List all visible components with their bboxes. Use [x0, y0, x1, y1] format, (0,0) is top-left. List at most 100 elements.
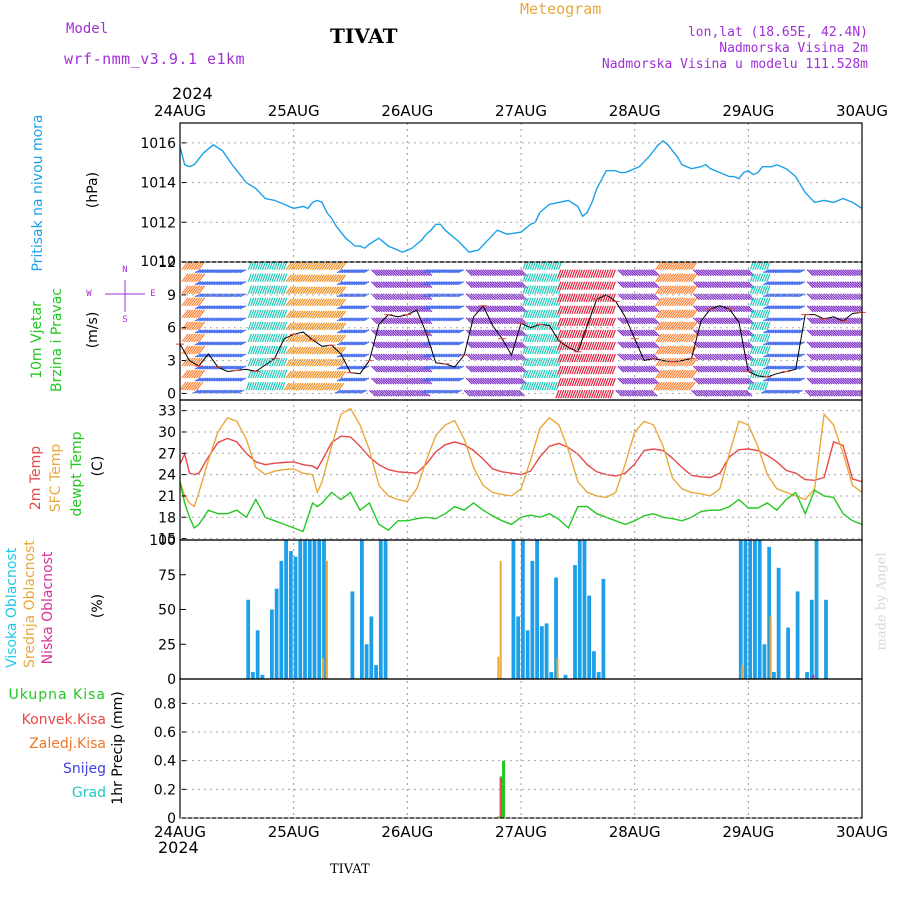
- wind-arrow: [470, 377, 478, 385]
- wind-arrow: [335, 262, 342, 271]
- wind-arrow: [510, 269, 518, 277]
- wind-arrow: [424, 353, 431, 358]
- wind-arrow: [548, 381, 553, 391]
- wind-arrow: [763, 269, 770, 274]
- wind-arrow: [234, 377, 242, 382]
- wind-arrow: [348, 305, 356, 310]
- wind-arrow: [416, 341, 423, 349]
- wind-arrow: [206, 281, 214, 286]
- wind-arrow: [186, 285, 194, 295]
- wind-arrow: [373, 293, 381, 301]
- wind-arrow: [796, 269, 803, 274]
- wind-arrow: [392, 341, 400, 349]
- wind-arrow: [693, 293, 700, 301]
- wind-arrow: [716, 269, 724, 277]
- wind-arrow: [631, 293, 639, 301]
- wind-arrow: [828, 329, 835, 337]
- wind-arrow: [676, 285, 684, 295]
- wind-arrow: [578, 305, 583, 315]
- wind-arrow: [683, 297, 691, 307]
- wind-arrow: [553, 345, 558, 355]
- wind-arrow: [181, 321, 189, 331]
- wind-arrow: [671, 285, 679, 295]
- wind-arrow: [239, 329, 247, 334]
- wind-arrow: [846, 377, 854, 385]
- wind-arrow: [290, 262, 297, 271]
- wind-arrow: [299, 274, 306, 283]
- wind-arrow: [341, 365, 349, 370]
- wind-arrow: [436, 353, 443, 358]
- wind-arrow: [766, 321, 771, 331]
- wind-arrow: [607, 365, 612, 375]
- wind-arrow: [397, 365, 404, 373]
- wind-arrow: [452, 317, 460, 322]
- wind-arrow: [671, 333, 679, 343]
- wind-arrow: [445, 317, 453, 322]
- wind-arrow: [387, 281, 395, 289]
- wind-arrow: [595, 305, 600, 315]
- wind-arrow: [524, 273, 529, 282]
- wind-arrow: [186, 369, 194, 379]
- wind-arrow: [358, 305, 365, 310]
- wind-arrow: [738, 305, 745, 313]
- wind-arrow: [766, 273, 771, 282]
- wind-arrow: [433, 353, 441, 358]
- wind-arrow: [517, 281, 525, 289]
- wind-arrow: [738, 317, 745, 325]
- wind-arrow: [719, 281, 726, 289]
- wind-arrow: [791, 377, 798, 382]
- wind-arrow: [325, 334, 332, 343]
- wind-arrow: [728, 365, 736, 373]
- wind-arrow: [422, 389, 429, 394]
- wind-arrow: [733, 341, 741, 349]
- wind-arrow: [285, 298, 292, 307]
- wind-arrow: [578, 269, 583, 278]
- wind-arrow: [546, 273, 551, 282]
- wind-arrow: [239, 293, 247, 298]
- wind-arrow: [227, 317, 235, 322]
- wind-arrow: [225, 269, 232, 274]
- wind-arrow: [348, 341, 356, 346]
- wind-arrow: [515, 281, 523, 289]
- wind-arrow: [735, 281, 743, 289]
- wind-arrow: [422, 317, 429, 322]
- wind-arrow: [531, 273, 537, 282]
- wind-arrow: [358, 269, 365, 274]
- wind-arrow: [457, 269, 465, 274]
- wind-arrow: [331, 382, 338, 391]
- wind-arrow: [330, 358, 337, 367]
- wind-arrow: [220, 269, 228, 274]
- wind-arrow: [690, 273, 698, 283]
- wind-arrow: [648, 281, 655, 289]
- wind-arrow: [559, 365, 564, 375]
- wind-arrow: [779, 365, 787, 370]
- wind-arrow: [830, 281, 838, 289]
- wind-arrow: [700, 377, 708, 385]
- wind-arrow: [640, 317, 648, 325]
- wind-arrow: [759, 345, 764, 355]
- wind-arrow: [273, 369, 278, 379]
- wind-arrow: [455, 293, 462, 298]
- temp-series-2: [180, 481, 862, 533]
- wind-arrow: [619, 353, 627, 361]
- wind-arrow: [450, 281, 457, 286]
- wind-arrow: [385, 269, 393, 277]
- wind-arrow: [227, 329, 235, 334]
- wind-arrow: [297, 382, 304, 391]
- wind-arrow: [443, 329, 450, 334]
- wind-arrow: [679, 381, 687, 391]
- wind-arrow: [674, 357, 682, 367]
- wind-arrow: [311, 346, 318, 355]
- wind-arrow: [789, 305, 796, 310]
- wind-arrow: [302, 286, 309, 295]
- wind-arrow: [770, 365, 777, 370]
- wind-arrow: [818, 305, 826, 313]
- wind-arrow: [629, 305, 636, 313]
- wind-arrow: [607, 389, 612, 399]
- wind-arrow: [764, 381, 769, 391]
- y-tick-label: 0.4: [154, 754, 176, 770]
- wind-arrow: [392, 281, 400, 289]
- wind-arrow: [193, 345, 201, 355]
- wind-arrow: [645, 317, 653, 325]
- wind-arrow: [450, 293, 457, 298]
